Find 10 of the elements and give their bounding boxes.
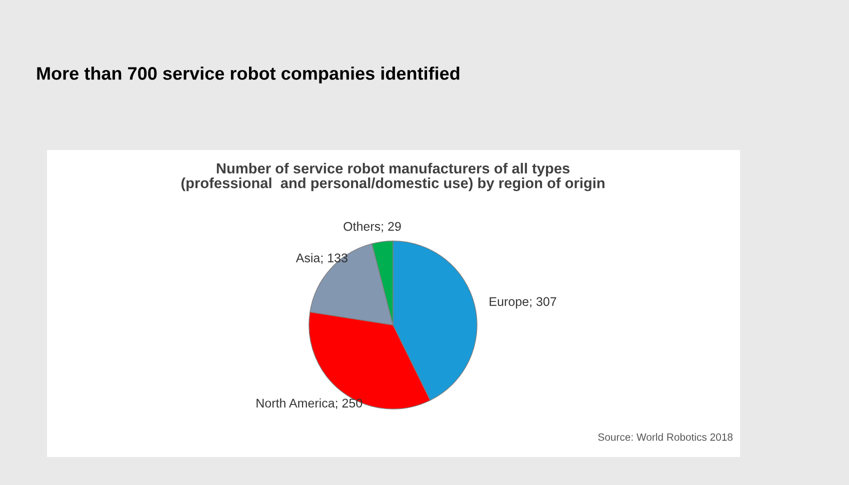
source-note: Source: World Robotics 2018 (598, 433, 733, 441)
slice-label: Europe (490, 297, 528, 308)
chart-subtitle: Number of service robot manufacturers of all types (professional and personal/domestic use) by region of origin (181, 162, 604, 192)
slice-label: North America (256, 398, 335, 408)
chart-title: More than 700 service robot companies identified (37, 66, 460, 84)
data-label: ; 307 (530, 297, 556, 308)
data-label: ; 250 (336, 398, 362, 410)
slice-label: Asia (296, 253, 320, 262)
data-label: ; 29 (382, 222, 401, 232)
slice-label: Others (344, 222, 380, 231)
